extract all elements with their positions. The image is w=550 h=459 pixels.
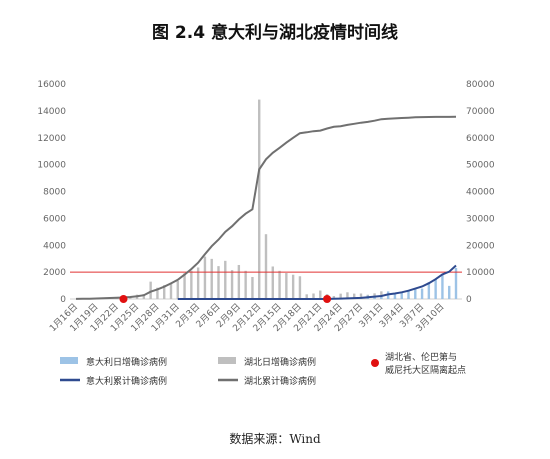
- left-axis-tick-label: 16000: [37, 80, 66, 90]
- chart-title: 图 2.4 意大利与湖北疫情时间线: [152, 23, 398, 43]
- hubei-daily-bar: [163, 285, 166, 299]
- legend-marker-swatch: [371, 359, 379, 367]
- legend-label: 湖北省、伦巴第与: [385, 351, 457, 363]
- italy-daily-bar: [448, 285, 451, 299]
- hubei-daily-bar: [332, 296, 336, 299]
- hubei-daily-bar: [196, 267, 200, 299]
- hubei-daily-bar: [278, 270, 281, 299]
- hubei-daily-bar: [312, 293, 315, 299]
- hubei-daily-bar: [149, 281, 152, 299]
- hubei-daily-bar: [203, 256, 207, 299]
- hubei-daily-bar: [359, 293, 363, 299]
- legend-label: 意大利累计确诊病例: [86, 375, 167, 387]
- left-axis-tick-label: 0: [60, 295, 66, 305]
- italy-daily-bar: [400, 292, 403, 299]
- hubei-daily-bar: [244, 270, 247, 299]
- legend-label: 威尼托大区隔离起点: [385, 364, 466, 376]
- hubei-daily-bar: [169, 282, 173, 299]
- hubei-daily-bar: [346, 292, 349, 299]
- legend-label: 湖北累计确诊病例: [244, 375, 316, 387]
- lockdown-markers: [119, 295, 332, 303]
- hubei-daily-bar: [224, 260, 227, 299]
- left-axis-tick-label: 10000: [37, 161, 66, 171]
- hubei-daily-bars: [74, 99, 458, 300]
- hubei-daily-bar: [190, 270, 193, 299]
- right-axis-tick-label: 30000: [466, 214, 495, 224]
- right-axis-tick-label: 70000: [466, 107, 495, 117]
- hubei-daily-bar: [230, 270, 234, 299]
- hubei-daily-bar: [271, 266, 274, 299]
- right-axis-tick-label: 60000: [466, 134, 495, 144]
- left-axis-tick-label: 2000: [43, 268, 66, 278]
- left-axis-tick-label: 12000: [37, 134, 66, 144]
- italy-daily-bar: [393, 294, 397, 299]
- left-axis-tick-label: 14000: [37, 107, 66, 117]
- data-source-note: 数据来源：Wind: [229, 432, 321, 446]
- hubei-daily-bar: [339, 293, 342, 299]
- italy-daily-bar: [380, 295, 383, 299]
- lockdown-marker: [119, 295, 128, 303]
- left-axis-tick-label: 4000: [43, 241, 66, 251]
- hubei-daily-bar: [156, 287, 159, 299]
- italy-daily-bar: [414, 288, 417, 299]
- legend-swatch: [218, 357, 236, 364]
- legend-label: 湖北日增确诊病例: [244, 356, 316, 368]
- hubei-daily-bar: [258, 99, 261, 300]
- right-axis-tick-label: 20000: [466, 241, 495, 251]
- right-axis-tick-label: 0: [466, 295, 472, 305]
- hubei-daily-bar: [285, 273, 288, 299]
- italy-daily-bar: [441, 274, 444, 299]
- hubei-daily-bar: [291, 274, 295, 299]
- left-axis-tick-label: 6000: [43, 214, 66, 224]
- hubei-daily-bar: [305, 294, 308, 299]
- right-axis-tick-label: 50000: [466, 161, 495, 171]
- hubei-daily-bar: [142, 294, 146, 299]
- cumulative-lines: [75, 115, 457, 300]
- right-axis-tick-label: 80000: [466, 80, 495, 90]
- italy-daily-bar: [454, 267, 458, 299]
- italy-daily-bar: [427, 282, 431, 299]
- hubei-daily-bar: [298, 276, 302, 299]
- italy-cumulative-line: [177, 264, 457, 300]
- legend-swatch: [60, 357, 78, 364]
- italy-daily-bar: [434, 278, 437, 299]
- left-axis-tick-label: 8000: [43, 188, 66, 198]
- hubei-daily-bar: [176, 280, 179, 299]
- hubei-daily-bar: [251, 276, 254, 299]
- italy-daily-bar: [420, 288, 424, 299]
- italy-daily-bar: [407, 291, 410, 299]
- right-axis-tick-label: 40000: [466, 188, 495, 198]
- legend-label: 意大利日增确诊病例: [86, 356, 167, 368]
- hubei-daily-bar: [217, 266, 220, 299]
- hubei-daily-bar: [183, 273, 186, 299]
- right-axis-tick-label: 10000: [466, 268, 495, 278]
- hubei-daily-bar: [210, 258, 213, 299]
- hubei-cumulative-line: [75, 115, 457, 300]
- hubei-daily-bar: [264, 234, 268, 299]
- lockdown-marker: [323, 295, 332, 303]
- hubei-daily-bar: [353, 293, 356, 299]
- hubei-daily-bar: [319, 290, 322, 299]
- hubei-daily-bar: [237, 264, 241, 299]
